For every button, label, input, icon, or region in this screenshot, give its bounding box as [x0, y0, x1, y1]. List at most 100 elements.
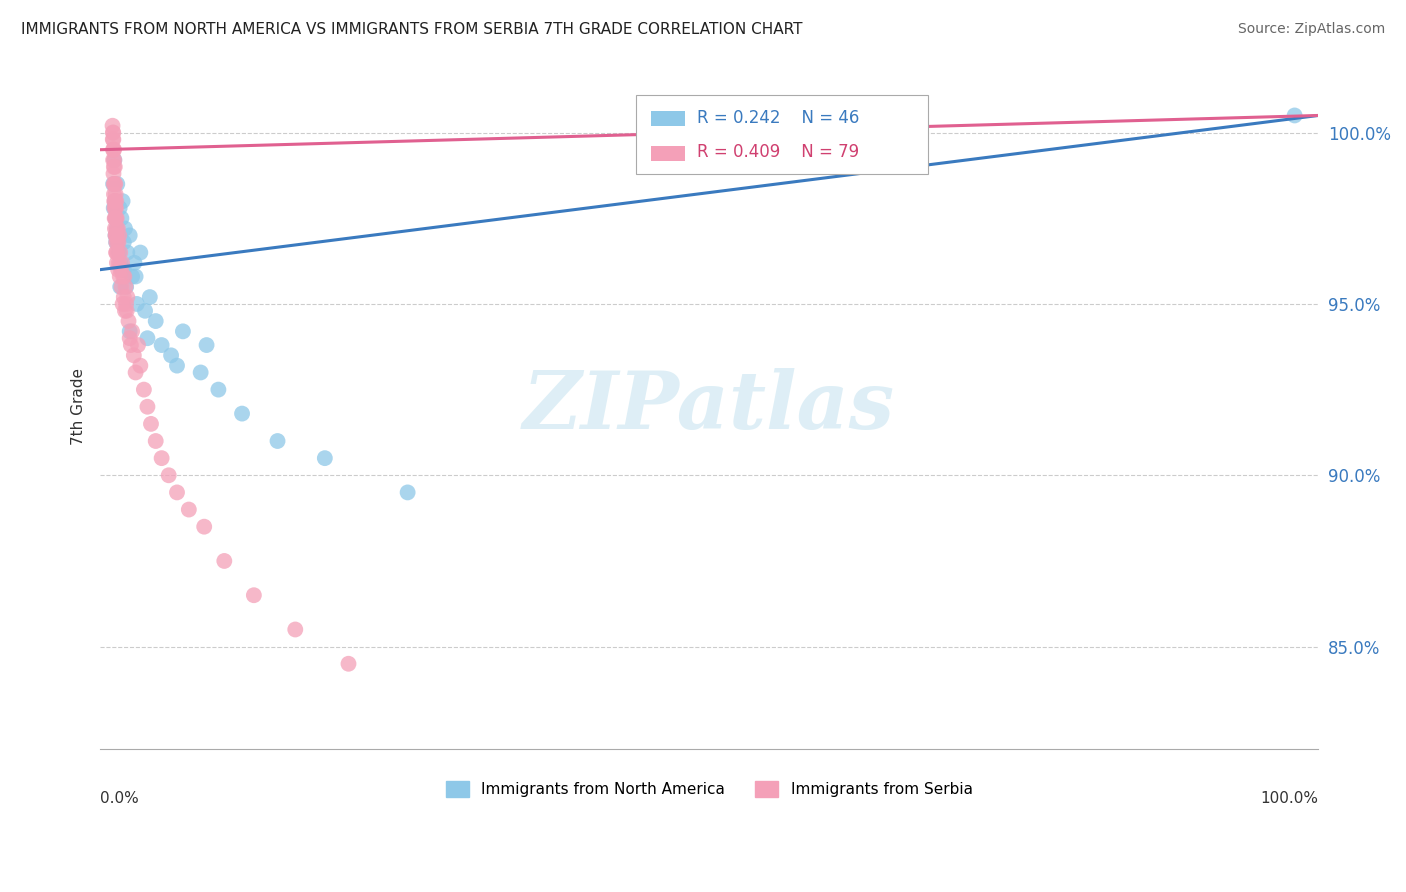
- Point: [110, 256, 132, 270]
- Point: [105, 235, 128, 250]
- Point: [105, 256, 128, 270]
- Point: [103, 167, 125, 181]
- Point: [110, 211, 132, 226]
- Point: [107, 235, 129, 250]
- Point: [150, 451, 173, 466]
- Point: [114, 221, 136, 235]
- Point: [104, 177, 127, 191]
- Point: [121, 324, 143, 338]
- Point: [107, 228, 129, 243]
- Point: [207, 383, 229, 397]
- Point: [124, 256, 146, 270]
- Point: [110, 280, 132, 294]
- Point: [118, 331, 141, 345]
- Point: [337, 657, 360, 671]
- Point: [166, 485, 188, 500]
- Point: [112, 235, 135, 250]
- Point: [314, 451, 336, 466]
- Point: [103, 201, 125, 215]
- Point: [172, 324, 194, 338]
- Point: [129, 359, 152, 373]
- Point: [190, 366, 212, 380]
- Point: [114, 303, 136, 318]
- Point: [117, 290, 139, 304]
- Point: [110, 245, 132, 260]
- Text: 100.0%: 100.0%: [1260, 790, 1319, 805]
- Text: R = 0.409    N = 79: R = 0.409 N = 79: [697, 144, 859, 161]
- Point: [139, 290, 162, 304]
- Point: [105, 211, 128, 226]
- Point: [115, 280, 138, 294]
- Point: [117, 314, 139, 328]
- Point: [105, 228, 128, 243]
- Point: [104, 160, 127, 174]
- Point: [129, 245, 152, 260]
- Point: [105, 221, 128, 235]
- Point: [104, 211, 127, 226]
- Point: [104, 201, 127, 215]
- Point: [104, 228, 127, 243]
- Y-axis label: 7th Grade: 7th Grade: [72, 368, 86, 445]
- Point: [101, 143, 124, 157]
- Point: [134, 303, 156, 318]
- Point: [112, 269, 135, 284]
- Point: [105, 245, 128, 260]
- Point: [104, 194, 127, 208]
- Point: [121, 269, 143, 284]
- Point: [115, 303, 138, 318]
- Point: [111, 262, 134, 277]
- Point: [101, 126, 124, 140]
- Point: [103, 153, 125, 167]
- Point: [108, 245, 131, 260]
- Point: [107, 235, 129, 250]
- Point: [103, 143, 125, 157]
- Point: [104, 211, 127, 226]
- Point: [396, 485, 419, 500]
- Point: [118, 228, 141, 243]
- Point: [104, 228, 127, 243]
- Point: [105, 235, 128, 250]
- Point: [108, 269, 131, 284]
- Point: [136, 331, 159, 345]
- Point: [132, 383, 155, 397]
- Point: [104, 194, 127, 208]
- Point: [112, 290, 135, 304]
- Point: [214, 554, 236, 568]
- Point: [104, 211, 127, 226]
- Point: [105, 235, 128, 250]
- Text: 0.0%: 0.0%: [100, 790, 139, 805]
- Point: [105, 221, 128, 235]
- Point: [105, 194, 128, 208]
- Point: [108, 256, 131, 270]
- Point: [115, 297, 138, 311]
- Point: [122, 348, 145, 362]
- Point: [160, 348, 183, 362]
- Point: [110, 280, 132, 294]
- Point: [108, 201, 131, 215]
- FancyBboxPatch shape: [651, 145, 685, 161]
- Text: Source: ZipAtlas.com: Source: ZipAtlas.com: [1237, 22, 1385, 37]
- Point: [103, 187, 125, 202]
- Point: [125, 297, 148, 311]
- Point: [107, 262, 129, 277]
- Point: [101, 177, 124, 191]
- Point: [124, 366, 146, 380]
- Point: [117, 245, 139, 260]
- Point: [104, 221, 127, 235]
- Text: ZIPatlas: ZIPatlas: [523, 368, 896, 445]
- Point: [114, 280, 136, 294]
- Point: [177, 502, 200, 516]
- Point: [243, 588, 266, 602]
- Point: [104, 228, 127, 243]
- Point: [103, 160, 125, 174]
- Point: [103, 132, 125, 146]
- Point: [118, 324, 141, 338]
- Text: IMMIGRANTS FROM NORTH AMERICA VS IMMIGRANTS FROM SERBIA 7TH GRADE CORRELATION CH: IMMIGRANTS FROM NORTH AMERICA VS IMMIGRA…: [21, 22, 803, 37]
- Point: [145, 314, 167, 328]
- Point: [124, 269, 146, 284]
- Legend: Immigrants from North America, Immigrants from Serbia: Immigrants from North America, Immigrant…: [440, 775, 979, 804]
- Point: [112, 262, 135, 277]
- Point: [120, 338, 142, 352]
- Point: [111, 194, 134, 208]
- Text: R = 0.242    N = 46: R = 0.242 N = 46: [697, 109, 859, 128]
